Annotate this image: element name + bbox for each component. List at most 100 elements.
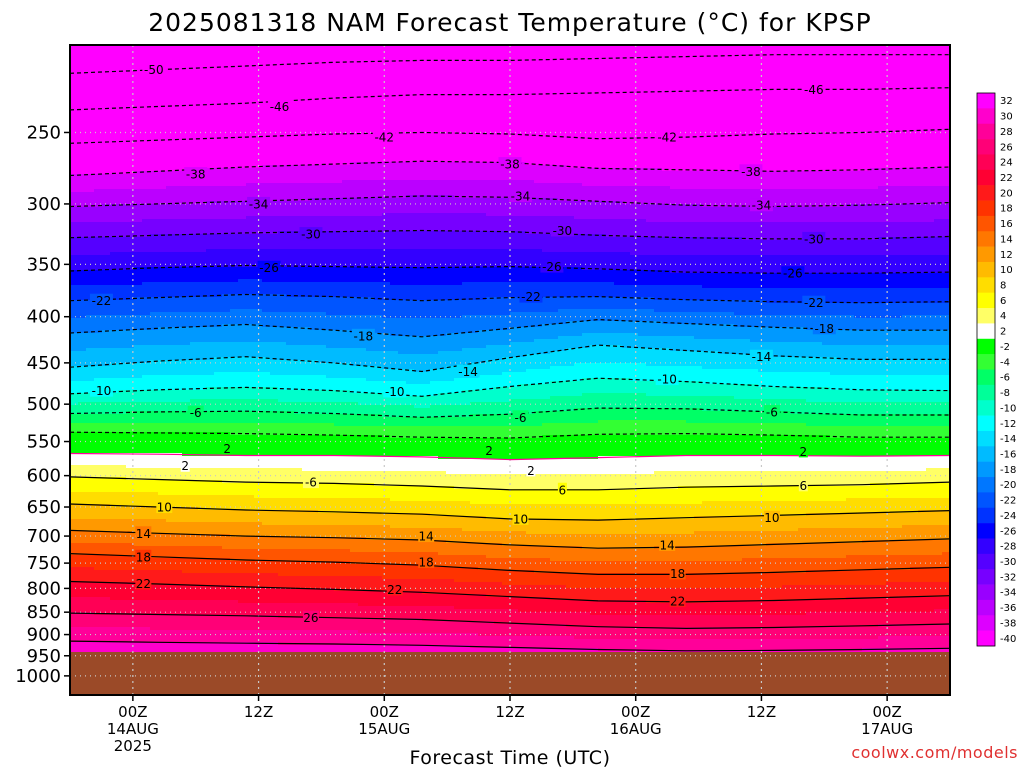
heat-cell: [166, 381, 175, 385]
heat-cell: [166, 342, 175, 346]
heat-cell: [118, 420, 127, 424]
heat-cell: [142, 159, 151, 163]
heat-cell: [110, 570, 119, 574]
heat-cell: [70, 291, 79, 295]
heat-cell: [230, 288, 239, 292]
heat-cell: [118, 300, 127, 304]
heat-cell: [118, 546, 127, 550]
heat-cell: [126, 444, 135, 448]
heat-cell: [126, 303, 135, 307]
heat-cell: [78, 459, 87, 463]
heat-cell: [246, 180, 255, 184]
heat-cell: [206, 612, 215, 616]
heat-cell: [134, 135, 143, 139]
heat-cell: [246, 378, 255, 382]
heat-cell: [222, 273, 231, 277]
heat-cell: [94, 528, 103, 532]
heat-cell: [206, 354, 215, 358]
heat-cell: [126, 567, 135, 571]
heat-cell: [214, 639, 223, 643]
heat-cell: [238, 453, 247, 457]
heat-cell: [198, 318, 207, 322]
heat-cell: [110, 201, 119, 205]
heat-cell: [166, 96, 175, 100]
heat-cell: [214, 282, 223, 286]
heat-cell: [206, 447, 215, 451]
heat-cell: [126, 231, 135, 235]
heat-cell: [214, 531, 223, 535]
heat-cell: [158, 81, 167, 85]
heat-cell: [246, 318, 255, 322]
heat-cell: [166, 246, 175, 250]
heat-cell: [94, 342, 103, 346]
heat-cell: [78, 510, 87, 514]
heat-cell: [238, 633, 247, 637]
heat-cell: [246, 303, 255, 307]
heat-cell: [214, 438, 223, 442]
heat-cell: [222, 255, 231, 259]
heat-cell: [150, 246, 159, 250]
heat-cell: [230, 57, 239, 61]
heat-cell: [262, 138, 271, 142]
heat-cell: [182, 150, 191, 154]
heat-cell: [206, 351, 215, 355]
heat-cell: [206, 360, 215, 364]
heat-cell: [166, 321, 175, 325]
heat-cell: [206, 255, 215, 259]
heat-cell: [94, 57, 103, 61]
heat-cell: [78, 621, 87, 625]
heat-cell: [174, 348, 183, 352]
heat-cell: [150, 45, 159, 49]
heat-cell: [222, 348, 231, 352]
heat-cell: [166, 426, 175, 430]
heat-cell: [158, 537, 167, 541]
heat-cell: [150, 381, 159, 385]
heat-cell: [126, 288, 135, 292]
heat-cell: [174, 426, 183, 430]
heat-cell: [126, 555, 135, 559]
heat-cell: [110, 540, 119, 544]
heat-cell: [174, 456, 183, 460]
heat-cell: [126, 87, 135, 91]
heat-cell: [166, 549, 175, 553]
heat-cell: [126, 450, 135, 454]
heat-cell: [246, 108, 255, 112]
heat-cell: [254, 474, 263, 478]
heat-cell: [262, 93, 271, 97]
heat-cell: [142, 627, 151, 631]
heat-cell: [190, 258, 199, 262]
heat-cell: [134, 333, 143, 337]
heat-cell: [94, 603, 103, 607]
heat-cell: [190, 291, 199, 295]
heat-cell: [182, 567, 191, 571]
heat-cell: [214, 225, 223, 229]
heat-cell: [222, 438, 231, 442]
heat-cell: [86, 330, 95, 334]
heat-cell: [238, 258, 247, 262]
heat-cell: [150, 447, 159, 451]
heat-cell: [126, 144, 135, 148]
heat-cell: [174, 525, 183, 529]
heat-cell: [214, 141, 223, 145]
heat-cell: [142, 291, 151, 295]
heat-cell: [238, 75, 247, 79]
heat-cell: [134, 450, 143, 454]
heat-cell: [262, 336, 271, 340]
heat-cell: [142, 216, 151, 220]
heat-cell: [190, 183, 199, 187]
heat-cell: [166, 615, 175, 619]
heat-cell: [142, 96, 151, 100]
heat-cell: [70, 174, 79, 178]
heat-cell: [190, 273, 199, 277]
heat-cell: [190, 267, 199, 271]
heat-cell: [166, 324, 175, 328]
heat-cell: [158, 147, 167, 151]
heat-cell: [206, 618, 215, 622]
heat-cell: [190, 438, 199, 442]
heat-cell: [118, 180, 127, 184]
heat-cell: [262, 189, 271, 193]
heat-cell: [94, 414, 103, 418]
heat-cell: [70, 465, 79, 469]
heat-cell: [110, 315, 119, 319]
heat-cell: [86, 414, 95, 418]
